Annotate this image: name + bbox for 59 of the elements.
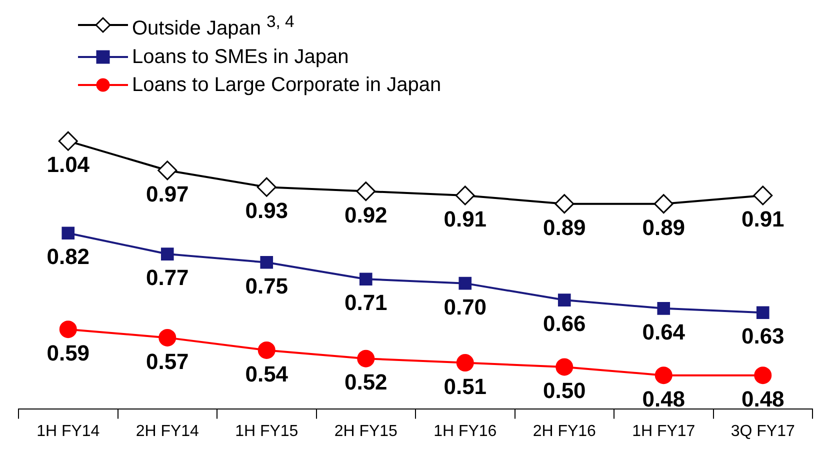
data-label: 0.77 (146, 265, 189, 290)
data-label: 0.57 (146, 348, 189, 374)
point (654, 366, 672, 384)
point (356, 182, 376, 202)
point (62, 226, 75, 240)
point (359, 272, 372, 286)
data-label: 0.97 (146, 181, 189, 206)
point (58, 131, 78, 151)
point (357, 350, 375, 368)
legend-label: Loans to SMEs in Japan (132, 44, 349, 70)
point (160, 248, 174, 260)
point (756, 306, 770, 319)
data-label: 0.93 (245, 198, 288, 224)
data-label: 0.89 (542, 214, 586, 240)
legend-label: Outside Japan $^{3, 4}$ (132, 11, 294, 42)
x-tick-label: 2H FY15 (334, 422, 398, 440)
point (458, 276, 472, 290)
point (654, 194, 674, 214)
point (556, 358, 574, 376)
point (657, 302, 670, 315)
point (260, 256, 274, 269)
x-tick-label: 1H FY14 (36, 422, 100, 440)
data-label: 0.71 (344, 290, 388, 316)
data-label: 0.51 (444, 374, 487, 399)
x-tick-label: 3Q FY17 (730, 422, 795, 440)
data-label: 0.70 (444, 294, 487, 320)
point (554, 194, 574, 214)
point (753, 186, 773, 206)
x-tick-label: 1H FY17 (632, 422, 696, 440)
data-label: 0.63 (741, 324, 784, 349)
data-label: 0.92 (344, 202, 388, 228)
x-tick-label: 2H FY16 (532, 422, 596, 440)
data-label: 0.50 (542, 378, 586, 404)
data-label: 0.66 (542, 311, 586, 336)
data-label: 0.54 (245, 361, 289, 386)
point (456, 354, 474, 372)
point (558, 294, 571, 306)
data-label: 0.91 (741, 206, 784, 232)
data-label: 0.82 (46, 244, 90, 270)
data-label: 0.48 (642, 386, 686, 412)
data-label: 0.75 (245, 273, 288, 298)
x-tick-label: 1H FY15 (235, 422, 298, 440)
data-label: 0.48 (741, 386, 784, 412)
data-label: 0.91 (444, 206, 487, 232)
data-label: 0.59 (46, 340, 90, 366)
point (455, 186, 475, 206)
data-label: 1.04 (46, 152, 90, 178)
point (158, 160, 178, 180)
point (59, 320, 77, 338)
point (258, 341, 276, 359)
data-label: 0.52 (344, 370, 388, 395)
x-tick-label: 2H FY14 (136, 422, 200, 440)
point (158, 328, 176, 346)
point (754, 366, 772, 384)
point (256, 177, 276, 197)
x-tick-label: 1H FY16 (434, 422, 497, 440)
legend-label: Loans to Large Corporate in Japan (132, 72, 442, 98)
data-label: 0.64 (642, 319, 686, 344)
data-label: 0.89 (642, 214, 686, 240)
